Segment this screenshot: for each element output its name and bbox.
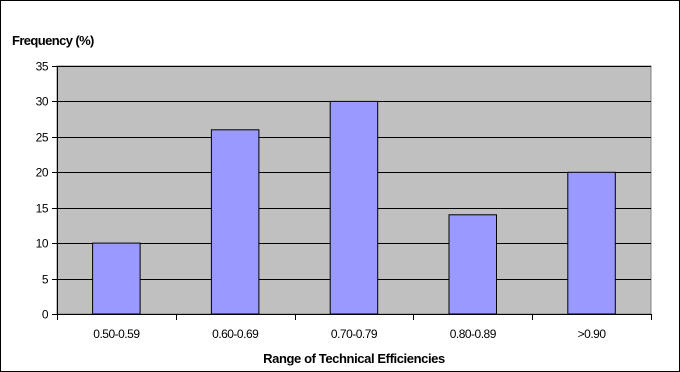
bar	[567, 171, 616, 315]
bar	[210, 129, 260, 315]
y-tick-label: 5	[42, 273, 49, 287]
x-tick-label: 0.80-0.89	[450, 327, 497, 341]
x-tick-label: >0.90	[578, 327, 607, 341]
y-tick-label: 35	[36, 60, 49, 74]
y-tick-label: 15	[36, 202, 49, 216]
x-axis-label: Range of Technical Efficiencies	[263, 351, 445, 366]
bars	[92, 100, 616, 315]
axes	[52, 66, 652, 320]
y-tick-label: 0	[42, 308, 49, 322]
bar	[448, 214, 497, 315]
y-axis-label: Frequency (%)	[12, 33, 94, 48]
y-tick-label: 30	[36, 95, 49, 109]
y-tick-label: 20	[36, 166, 49, 180]
y-tick-label: 25	[36, 131, 49, 145]
x-tick-label: 0.50-0.59	[93, 327, 140, 341]
x-tick-label: 0.60-0.69	[212, 327, 259, 341]
bar	[92, 242, 141, 315]
tick-labels: 0 5 10 15 20 25 30 35 0.50-0.59 0.60-0.69 0.70-0.7…	[36, 60, 607, 342]
x-tick-label: 0.70-0.79	[331, 327, 378, 341]
y-tick-label: 10	[36, 237, 49, 251]
bar	[329, 100, 379, 315]
